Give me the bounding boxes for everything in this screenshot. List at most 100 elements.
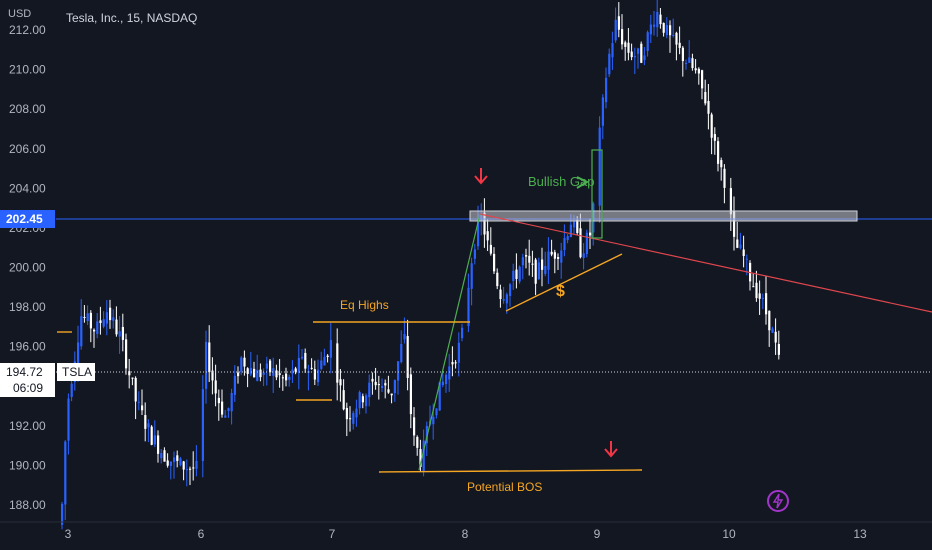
candle-body	[441, 381, 444, 386]
symbol-tag[interactable]	[57, 363, 95, 381]
annotation-label[interactable]: Bullish Gap	[528, 174, 594, 189]
y-tick-label: 206.00	[9, 142, 46, 156]
candle-body	[243, 357, 246, 367]
candle-body	[163, 450, 166, 462]
lightning-icon[interactable]	[767, 490, 789, 512]
bos-line[interactable]	[378, 469, 643, 473]
candle-body	[182, 461, 185, 470]
candle-body	[339, 379, 342, 386]
currency-label: USD	[8, 8, 32, 20]
candle-body	[499, 289, 502, 299]
x-tick-label: 7	[329, 527, 336, 541]
y-tick-label: 200.00	[9, 261, 46, 275]
candle-body	[515, 269, 518, 279]
candle-body	[649, 24, 652, 35]
candle-body	[253, 368, 256, 378]
candle-body	[576, 220, 579, 233]
candle-body	[131, 377, 134, 379]
support-trendline[interactable]	[505, 253, 623, 312]
y-tick-label: 198.00	[9, 300, 46, 314]
candle-body	[89, 312, 92, 329]
current-price-tag[interactable]	[0, 363, 55, 397]
candle-body	[221, 401, 224, 415]
candle-body	[531, 263, 534, 265]
candle-body	[157, 435, 160, 454]
candle-body	[685, 63, 688, 65]
candle-body	[342, 390, 345, 410]
candle-body	[301, 356, 304, 359]
candle-body	[454, 362, 457, 364]
candle-body	[192, 467, 195, 469]
candle-body	[310, 367, 313, 369]
candle-body	[713, 134, 716, 141]
candle-body	[118, 331, 121, 337]
candle-body	[211, 370, 214, 381]
annotation-label[interactable]: Potential BOS	[467, 480, 542, 494]
candle-body	[317, 369, 320, 383]
candle-body	[96, 321, 99, 334]
candle-body	[739, 244, 742, 249]
candle-body	[550, 251, 553, 255]
annotation-label[interactable]: Eq Highs	[340, 298, 389, 312]
candle-body	[761, 298, 764, 300]
candle-body	[358, 392, 361, 409]
candle-body	[77, 342, 80, 365]
level-price-tag[interactable]	[0, 210, 55, 229]
y-tick-label: 190.00	[9, 458, 46, 472]
x-tick-label: 6	[198, 527, 205, 541]
candle-body	[125, 339, 128, 369]
candle-body	[83, 317, 86, 319]
descending-trendline[interactable]	[479, 213, 932, 313]
candle-body	[201, 389, 204, 461]
candle-body	[105, 312, 108, 324]
candle-body	[365, 395, 368, 407]
symbol-legend[interactable]: Tesla, Inc., 15, NASDAQ	[66, 11, 198, 25]
candle-body	[109, 307, 112, 321]
candle-body	[653, 24, 656, 27]
candle-body	[624, 42, 627, 47]
candle-body	[656, 11, 659, 28]
candle-body	[217, 397, 220, 404]
y-tick-label: 192.00	[9, 419, 46, 433]
candle-body	[608, 53, 611, 75]
candle-body	[563, 238, 566, 250]
candle-body	[195, 460, 198, 469]
candle-body	[614, 19, 617, 41]
candle-body	[681, 47, 684, 62]
candle-body	[214, 380, 217, 394]
price-axis[interactable]: 188.00190.00192.00194.00196.00198.00200.…	[0, 23, 95, 512]
candle-body	[611, 43, 614, 58]
candle-body	[707, 100, 710, 114]
candle-body	[397, 361, 400, 381]
candle-body	[582, 253, 585, 258]
candle-body	[755, 282, 758, 299]
candle-body	[521, 257, 524, 266]
impulse-leg-line[interactable]	[418, 213, 481, 471]
candle-body	[621, 29, 624, 45]
candle-body	[672, 34, 675, 36]
candle-body	[598, 127, 601, 206]
drawings-layer: Eq Highs Bullish Gap Potential BOS $	[56, 149, 932, 494]
supply-zone-box[interactable]	[469, 210, 858, 222]
candle-body	[601, 97, 604, 126]
candle-body	[413, 417, 416, 436]
candle-body	[589, 232, 592, 236]
candle-body	[720, 160, 723, 168]
candles-layer	[61, 0, 780, 530]
bullish-gap-box[interactable]	[591, 149, 603, 239]
candle-body	[189, 468, 192, 470]
candle-body	[502, 299, 505, 301]
candle-body	[470, 263, 473, 289]
candle-body	[381, 385, 384, 389]
candle-body	[438, 382, 441, 411]
candle-body	[329, 340, 332, 358]
annotation-label[interactable]: $	[556, 283, 565, 300]
x-tick-label: 13	[853, 527, 867, 541]
candle-body	[473, 249, 476, 259]
candle-body	[493, 253, 496, 272]
time-axis[interactable]: 3 6 7 8 9 10 13	[0, 521, 932, 541]
candle-body	[678, 42, 681, 48]
candle-body	[665, 25, 668, 36]
candle-body	[477, 219, 480, 247]
